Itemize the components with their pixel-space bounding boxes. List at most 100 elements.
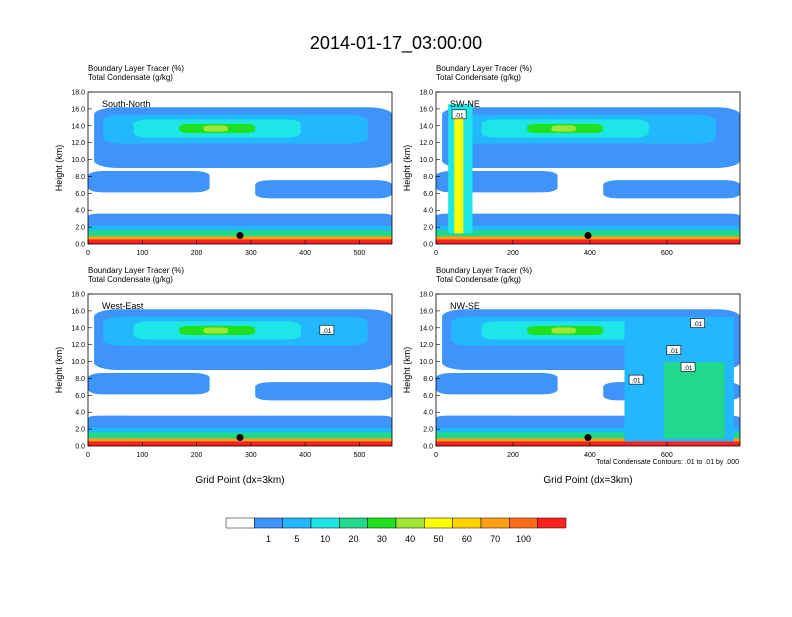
panel-subtitle-1: Boundary Layer Tracer (%) [436,266,532,275]
y-tick-label: 12.0 [419,140,433,147]
y-tick-label: 18.0 [419,292,433,299]
x-tick-label: 0 [86,250,90,257]
y-tick-label: 14.0 [419,325,433,332]
y-axis-label: Height (km) [402,145,412,192]
y-tick-label: 16.0 [419,308,433,315]
y-tick-label: 12.0 [71,342,85,349]
panel-label: NW-SE [450,301,480,311]
contour-label-box [451,109,467,120]
x-tick-label: 200 [191,250,203,257]
y-tick-label: 6.0 [423,393,433,400]
y-axis-label: Height (km) [402,347,412,394]
y-tick-label: 16.0 [71,106,85,113]
panel-nw-se: Boundary Layer Tracer (%)Total Condensat… [402,266,741,486]
contour-label-box [680,362,696,372]
field-band [255,382,392,401]
y-tick-label: 4.0 [75,410,85,417]
y-tick-label: 0.0 [423,444,433,451]
contour-label: .01 [322,328,331,335]
panel-subtitle-1: Boundary Layer Tracer (%) [88,64,184,73]
colorbar-swatch [310,517,340,529]
convective-core [664,362,725,439]
contour-label-box [666,345,682,355]
y-tick-label: 6.0 [75,191,85,198]
plot-frame [87,91,393,245]
colorbar-swatch [339,517,368,529]
y-tick-label: 0.0 [75,242,85,249]
y-tick-label: 14.0 [71,325,85,332]
y-tick-label: 10.0 [419,359,433,366]
x-tick-label: 400 [584,250,596,257]
x-tick-label: 600 [661,452,673,459]
panel-label: SW-NE [450,99,480,109]
shaded-field [88,92,392,244]
colorbar-label: 20 [348,534,358,544]
colorbar-swatch [509,517,538,529]
y-tick-label: 12.0 [71,140,85,147]
y-tick-label: 4.0 [75,208,85,215]
y-tick-label: 8.0 [423,376,433,383]
colorbar-label: 70 [490,534,500,544]
colorbar-label: 100 [516,534,531,544]
panel-subtitle-2: Total Condensate (g/kg) [436,73,521,82]
y-tick-label: 2.0 [75,225,85,232]
y-tick-label: 10.0 [71,157,85,164]
x-tick-label: 300 [245,452,257,459]
plot-frame [435,91,741,245]
x-tick-label: 100 [136,452,148,459]
colorbar-label: 10 [320,534,330,544]
panel-subtitle-2: Total Condensate (g/kg) [436,275,521,284]
field-band [436,441,740,446]
x-axis-label: Grid Point (dx=3km) [195,475,284,486]
figure-title: 2014-01-17_03:00:00 [310,33,482,54]
x-tick-label: 500 [354,452,366,459]
y-tick-label: 18.0 [71,90,85,97]
panel-label: West-East [102,301,144,311]
x-tick-label: 0 [434,452,438,459]
shaded-field [88,294,392,446]
field-band [203,327,228,334]
colorbar-swatch [225,517,255,529]
colorbar-label: 5 [294,534,299,544]
colorbar-swatch [282,517,312,529]
shaded-field [436,92,740,244]
y-tick-label: 16.0 [419,106,433,113]
contour-label-box [628,374,644,385]
x-tick-label: 200 [507,250,519,257]
field-band [551,327,576,334]
panel-west-east: Boundary Layer Tracer (%)Total Condensat… [54,266,393,486]
x-tick-label: 200 [191,452,203,459]
colorbar-swatch [480,517,510,529]
x-tick-label: 600 [661,250,673,257]
x-tick-label: 0 [434,250,438,257]
field-band [436,239,740,244]
y-tick-label: 6.0 [75,393,85,400]
y-tick-label: 12.0 [419,342,433,349]
contour-label: .01 [455,112,464,119]
x-tick-label: 400 [299,250,311,257]
y-tick-label: 0.0 [423,242,433,249]
field-band [88,373,210,395]
y-axis-label: Height (km) [54,145,64,192]
panel-label: South-North [102,99,151,109]
y-tick-label: 2.0 [423,427,433,434]
y-tick-label: 6.0 [423,191,433,198]
contour-label: .01 [684,365,693,372]
y-tick-label: 4.0 [423,410,433,417]
x-axis-label: Grid Point (dx=3km) [543,475,632,486]
panel-south-north: Boundary Layer Tracer (%)Total Condensat… [54,64,393,257]
field-band [88,171,210,193]
y-tick-label: 8.0 [75,376,85,383]
colorbar-label: 30 [377,534,387,544]
plot-frame [435,293,741,447]
contour-label-box [690,318,705,328]
colorbar: 1 5 10 20 30 40 50 60 70 100 [225,517,567,544]
panel-subtitle-2: Total Condensate (g/kg) [88,275,173,284]
x-tick-label: 100 [136,250,148,257]
x-tick-label: 0 [86,452,90,459]
location-marker [584,232,592,240]
y-tick-label: 0.0 [75,444,85,451]
plot-frame [87,293,393,447]
colorbar-label: 60 [462,534,472,544]
